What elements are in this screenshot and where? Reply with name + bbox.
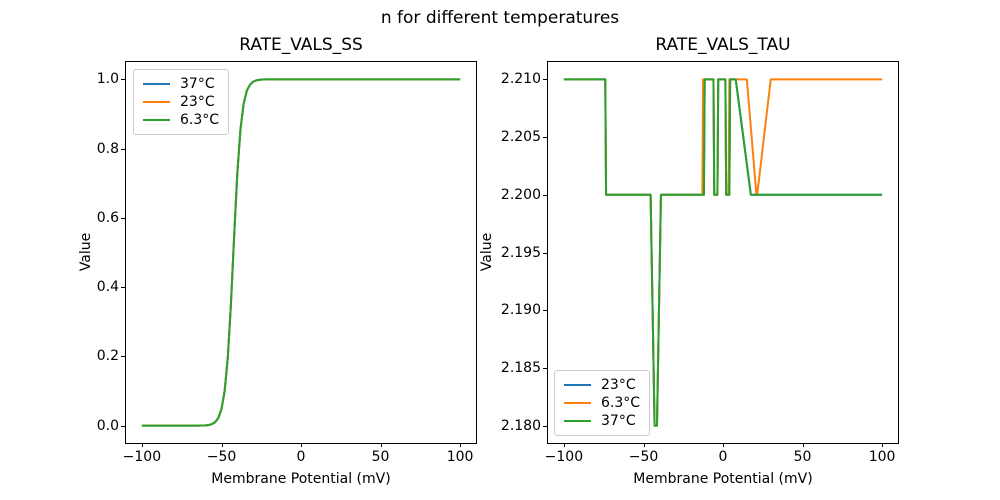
y-tick [121, 79, 125, 81]
x-tick-label: 0 [296, 449, 306, 465]
axes-rate-vals-ss: RATE_VALS_SS Membrane Potential (mV) Val… [78, 35, 477, 487]
x-tick [643, 443, 645, 447]
legend-label: 6.3°C [601, 395, 641, 411]
y-tick [543, 79, 547, 81]
x-tick-label: 100 [868, 449, 896, 465]
legend-entry: 6.3°C [143, 111, 219, 129]
y-tick [543, 310, 547, 312]
plot-canvas-tau [563, 78, 883, 427]
legend-line-swatch [143, 119, 170, 121]
x-tick [723, 443, 724, 447]
legend-entry: 23°C [143, 93, 219, 111]
y-tick [121, 356, 125, 358]
x-tick [802, 443, 804, 447]
legend-label: 23°C [601, 377, 636, 393]
y-tick [543, 368, 547, 369]
plot-title-tau: RATE_VALS_TAU [655, 35, 791, 55]
legend: 23°C 6.3°C 37°C [554, 370, 651, 436]
plot-title-ss: RATE_VALS_SS [239, 35, 363, 55]
plot-canvas-ss [141, 78, 461, 427]
legend-label: 37°C [601, 413, 636, 429]
y-tick [121, 148, 125, 150]
y-tick-label: 0.8 [96, 140, 119, 157]
axes-rate-vals-tau: RATE_VALS_TAU Membrane Potential (mV) Va… [479, 35, 899, 487]
x-tick [882, 443, 884, 447]
legend-label: 23°C [180, 94, 215, 110]
figure-suptitle: n for different temperatures [380, 8, 620, 28]
legend-line-swatch [143, 101, 170, 103]
legend-label: 37°C [180, 76, 215, 92]
x-tick-label: 100 [446, 449, 474, 465]
series-line-6.3°C [141, 78, 461, 427]
y-tick [121, 425, 125, 427]
y-tick-label: 2.200 [500, 186, 541, 203]
y-tick [543, 137, 547, 138]
y-tick [543, 425, 547, 427]
legend: 37°C 23°C 6.3°C [133, 69, 230, 135]
y-tick-label: 0.0 [96, 417, 119, 434]
x-tick [460, 443, 462, 447]
legend-line-swatch [564, 402, 591, 404]
x-tick [141, 443, 143, 447]
x-tick [380, 443, 382, 447]
y-tick-label: 0.6 [96, 209, 119, 226]
legend-line-swatch [564, 420, 591, 422]
x-tick-label: 50 [371, 449, 390, 465]
x-tick-label: −100 [122, 449, 162, 465]
y-tick-label: 2.180 [500, 417, 541, 434]
y-tick [543, 252, 547, 254]
y-tick-label: 2.185 [500, 360, 541, 376]
y-tick-label: 0.4 [96, 279, 119, 296]
x-tick-label: −50 [206, 449, 237, 465]
y-axis-label-ss: Value [78, 232, 94, 272]
y-axis-label-tau: Value [479, 232, 495, 272]
x-tick-label: −50 [628, 449, 659, 465]
legend-entry: 23°C [564, 376, 640, 394]
legend-entry: 37°C [143, 75, 219, 93]
legend-entry: 6.3°C [564, 394, 640, 412]
x-tick [221, 443, 223, 447]
y-tick-label: 2.190 [500, 302, 541, 319]
y-tick [121, 287, 125, 289]
y-tick-label: 0.2 [96, 348, 119, 365]
series-line-37°C [563, 78, 883, 427]
x-tick-label: 50 [793, 449, 812, 465]
y-tick [121, 217, 125, 219]
legend-entry: 37°C [564, 412, 640, 430]
y-tick [543, 194, 547, 196]
x-axis-label-tau: Membrane Potential (mV) [633, 471, 813, 487]
x-tick [301, 443, 302, 447]
x-tick-label: −100 [544, 449, 584, 465]
x-axis-label-ss: Membrane Potential (mV) [211, 471, 391, 487]
x-tick-label: 0 [718, 449, 728, 465]
y-tick-label: 1.0 [96, 71, 119, 88]
y-tick-label: 2.205 [500, 129, 541, 145]
y-tick-label: 2.210 [500, 71, 541, 88]
y-tick-label: 2.195 [500, 244, 541, 261]
legend-line-swatch [564, 384, 591, 386]
x-tick [563, 443, 565, 447]
legend-label: 6.3°C [180, 112, 220, 128]
legend-line-swatch [143, 83, 170, 85]
